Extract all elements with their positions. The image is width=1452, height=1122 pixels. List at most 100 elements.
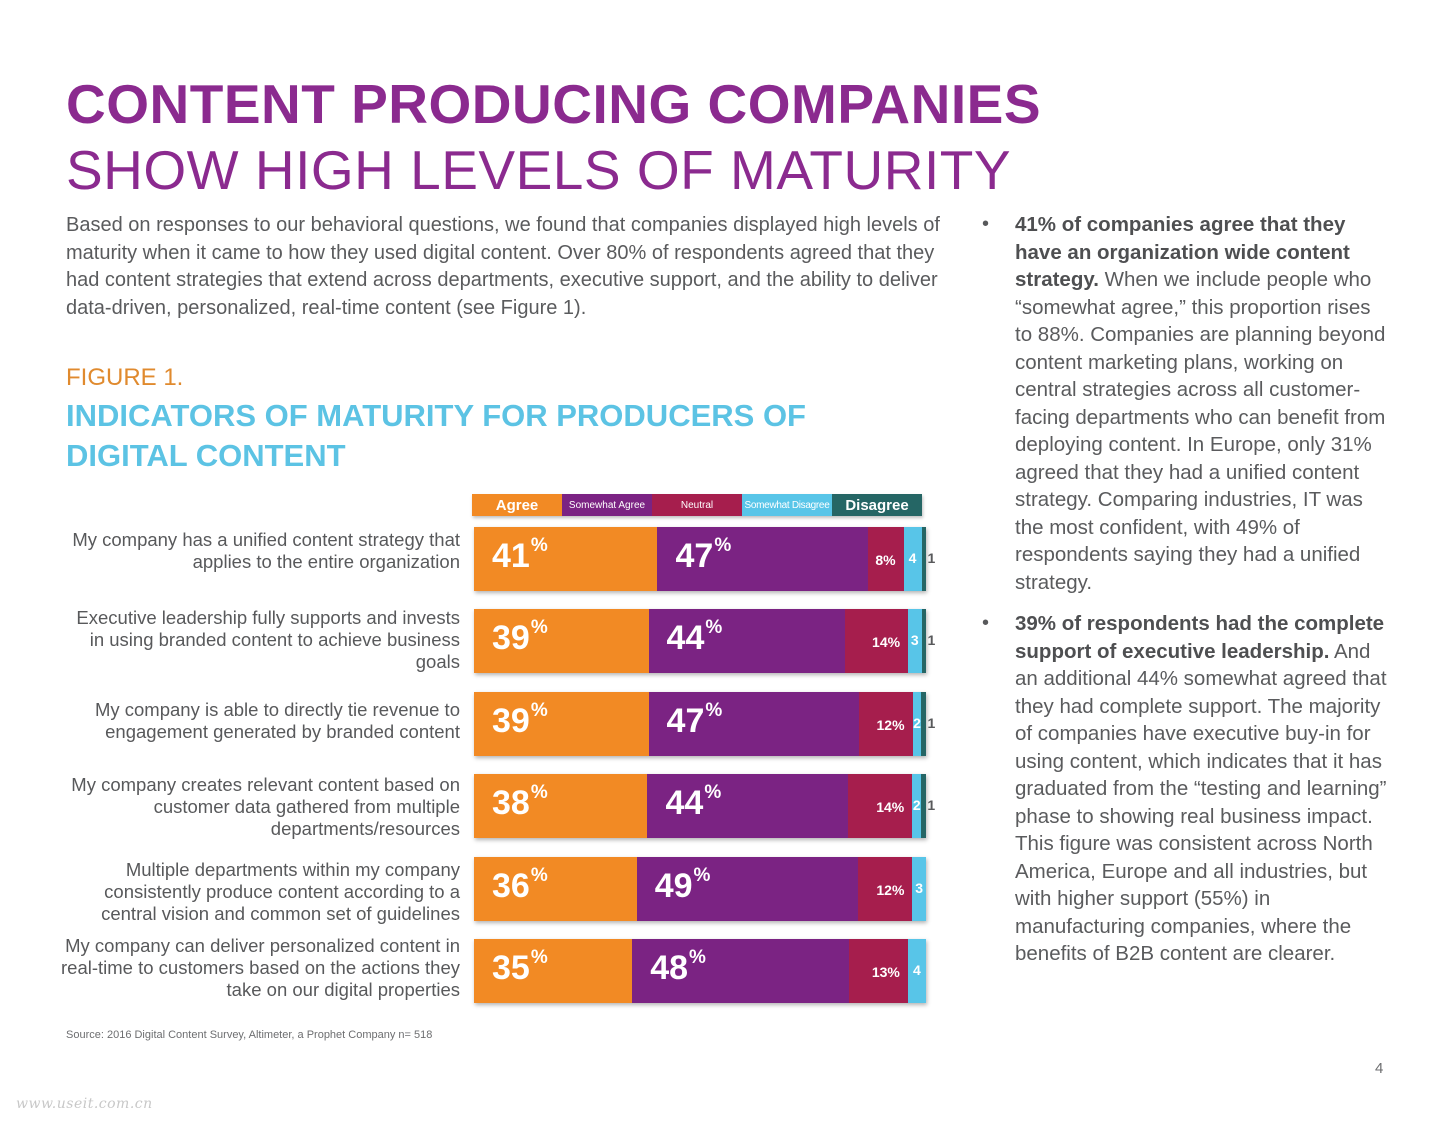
intro-paragraph: Based on responses to our behavioral que… bbox=[66, 214, 940, 319]
bar-segment-somewhat-agree: 47% bbox=[657, 527, 868, 591]
data-label: 38% bbox=[492, 782, 548, 822]
data-label: 3 bbox=[910, 632, 919, 648]
data-label: 14% bbox=[876, 799, 905, 815]
legend-somewhat-disagree: Somewhat Disagree bbox=[742, 494, 832, 516]
bar-segment-somewhat-agree: 44% bbox=[647, 774, 849, 838]
data-label: 4 bbox=[908, 550, 917, 566]
stacked-bar: 38% 44% 14% 2 1 bbox=[474, 774, 935, 838]
figure-number: FIGURE 1. bbox=[66, 364, 184, 391]
bar-segment-agree: 39% bbox=[474, 692, 649, 756]
percent-sign: % bbox=[714, 535, 732, 556]
bar-segment-somewhat-disagree: 4 bbox=[903, 527, 922, 591]
finding-highlight: 39% of respondents had the complete supp… bbox=[1015, 612, 1385, 663]
category-label: Executive leadership fully supports and … bbox=[76, 607, 460, 672]
percent-sign: % bbox=[689, 947, 706, 968]
bar-segment-agree: 39% bbox=[474, 609, 649, 673]
bar-segment-somewhat-agree: 48% bbox=[632, 939, 850, 1003]
finding-text: And an additional 44% somewhat agreed th… bbox=[1015, 639, 1387, 966]
data-label: 8% bbox=[875, 552, 896, 568]
data-label: 3 bbox=[915, 880, 924, 896]
figure-title: INDICATORS OF MATURITY FOR PRODUCERS OF … bbox=[66, 398, 806, 473]
stacked-bar: 39% 44% 14% 3 1 bbox=[474, 609, 935, 673]
bar-segment-somewhat-agree: 47% bbox=[648, 692, 859, 756]
percent-sign: % bbox=[530, 535, 548, 556]
percent-sign: % bbox=[693, 865, 711, 886]
bar-segment-agree: 35% bbox=[474, 939, 633, 1003]
category-label: My company creates relevant content base… bbox=[71, 774, 460, 839]
bar-segment-agree: 41% bbox=[474, 527, 658, 591]
bar-segment-somewhat-disagree: 2 bbox=[912, 692, 922, 756]
bullet-icon: • bbox=[982, 612, 990, 634]
data-label: 14% bbox=[872, 634, 901, 650]
percent-sign: % bbox=[530, 947, 548, 968]
bar-segment-neutral: 14% bbox=[845, 609, 909, 673]
bar-segment-somewhat-agree: 44% bbox=[648, 609, 846, 673]
data-label: 49% bbox=[654, 865, 711, 905]
watermark: www.useit.com.cn bbox=[16, 1096, 153, 1112]
bar-segment-neutral: 8% bbox=[867, 527, 904, 591]
data-label: 12% bbox=[876, 882, 905, 898]
data-label: 47% bbox=[675, 535, 732, 575]
chart-legend: Agree Somewhat Agree Neutral Somewhat Di… bbox=[472, 494, 922, 516]
data-label: 1 bbox=[927, 715, 936, 731]
category-label: My company can deliver personalized cont… bbox=[61, 935, 460, 1000]
page-title-light: SHOW HIGH LEVELS OF MATURITY bbox=[66, 139, 1012, 201]
percent-sign: % bbox=[705, 617, 723, 638]
stacked-bar: 39% 47% 12% 2 1 bbox=[474, 692, 935, 756]
legend-agree: Agree bbox=[472, 494, 562, 516]
page-title-bold: CONTENT PRODUCING COMPANIES bbox=[66, 73, 1042, 135]
bar-segment-disagree: 1 bbox=[921, 609, 935, 673]
bar-segment-agree: 38% bbox=[474, 774, 648, 838]
data-label: 36% bbox=[492, 865, 548, 905]
bar-segment-somewhat-disagree: 3 bbox=[912, 857, 926, 921]
bar-segment-neutral: 12% bbox=[858, 692, 913, 756]
percent-sign: % bbox=[705, 700, 723, 721]
bar-segment-disagree: 1 bbox=[921, 774, 935, 838]
finding-item: • 39% of respondents had the complete su… bbox=[980, 610, 1390, 968]
percent-sign: % bbox=[530, 865, 548, 886]
page-number: 4 bbox=[1375, 1060, 1384, 1077]
key-findings-list: • 41% of companies agree that they have … bbox=[980, 211, 1390, 982]
bar-segment-somewhat-disagree: 4 bbox=[907, 939, 926, 1003]
stacked-bar: 36% 49% 12% 3 bbox=[474, 857, 926, 921]
bullet-icon: • bbox=[982, 213, 990, 235]
data-label: 41% bbox=[492, 535, 548, 575]
finding-item: • 41% of companies agree that they have … bbox=[980, 211, 1390, 596]
stacked-bar: 35% 48% 13% 4 bbox=[474, 939, 926, 1003]
bar-segment-somewhat-agree: 49% bbox=[636, 857, 859, 921]
finding-highlight: 41% of companies agree that they have an… bbox=[1015, 213, 1350, 291]
data-label: 39% bbox=[492, 700, 548, 740]
category-label: My company has a unified content strateg… bbox=[72, 529, 460, 572]
data-label: 1 bbox=[927, 550, 936, 566]
stacked-bar: 41% 47% 8% 4 1 bbox=[474, 527, 935, 591]
bar-segment-agree: 36% bbox=[474, 857, 637, 921]
legend-neutral: Neutral bbox=[652, 494, 742, 516]
data-label: 1 bbox=[927, 797, 936, 813]
category-label: My company is able to directly tie reven… bbox=[94, 699, 460, 742]
data-label: 13% bbox=[871, 964, 900, 980]
data-label: 44% bbox=[666, 617, 723, 657]
percent-sign: % bbox=[704, 782, 722, 803]
data-label: 2 bbox=[913, 715, 921, 731]
finding-text: When we include people who “somewhat agr… bbox=[1015, 268, 1386, 594]
percent-sign: % bbox=[530, 617, 548, 638]
percent-sign: % bbox=[530, 782, 548, 803]
data-label: 35% bbox=[492, 947, 548, 987]
bar-segment-disagree: 1 bbox=[921, 692, 935, 756]
legend-somewhat-agree: Somewhat Agree bbox=[562, 494, 652, 516]
data-label: 47% bbox=[666, 700, 723, 740]
percent-sign: % bbox=[530, 700, 548, 721]
data-label: 39% bbox=[492, 617, 548, 657]
bar-segment-disagree: 1 bbox=[921, 527, 935, 591]
figure-source: Source: 2016 Digital Content Survey, Alt… bbox=[66, 1029, 433, 1041]
data-label: 1 bbox=[927, 632, 936, 648]
data-label: 12% bbox=[876, 717, 905, 733]
bar-segment-neutral: 13% bbox=[849, 939, 908, 1003]
data-label: 44% bbox=[665, 782, 722, 822]
data-label: 2 bbox=[912, 797, 921, 813]
data-label: 48% bbox=[650, 947, 706, 987]
category-label: Multiple departments within my company c… bbox=[101, 859, 460, 924]
bar-segment-somewhat-disagree: 3 bbox=[908, 609, 922, 673]
data-label: 4 bbox=[913, 962, 921, 978]
bar-segment-somewhat-disagree: 2 bbox=[912, 774, 922, 838]
